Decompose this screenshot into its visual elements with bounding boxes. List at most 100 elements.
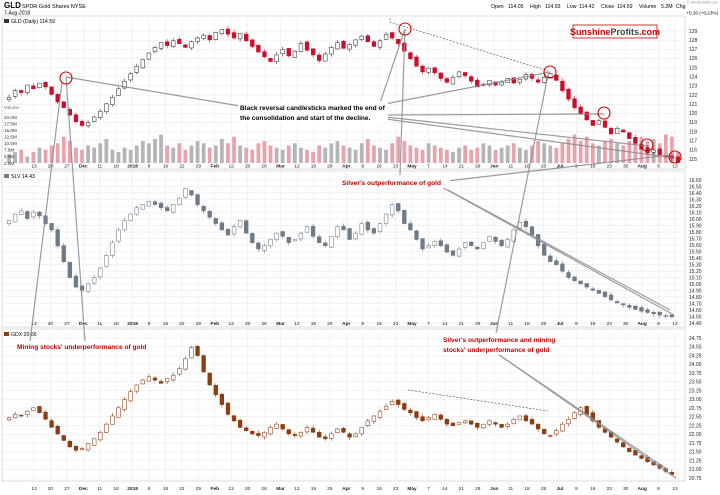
slv-candle [347,228,352,240]
low-label: Low [567,4,577,10]
volume-bar [13,152,18,163]
slv-candle [645,309,650,313]
gdx-y-tick-label: 24.75 [689,336,702,342]
volume-bar [329,143,334,163]
gld-candle [487,80,492,86]
slv-y-tick-label: 15.10 [689,275,702,281]
gdx-candle [201,355,206,373]
gdx-candle [462,420,468,424]
pointer-line-silver-mining-1 [494,74,549,339]
gdx-candle [298,432,304,437]
header-date: 7-Aug-2018 [4,11,30,17]
gld-candle [432,67,437,74]
slv-candle [244,220,249,234]
volume-bar [597,145,601,163]
slv-y-tick-label: 15.60 [689,243,702,249]
slv-candle [481,242,486,249]
volume-bar [359,143,364,163]
slv-y-tick-label: 15.50 [689,249,702,255]
x-tick-label: 21 [459,321,465,327]
slv-legend: SLV 14.43 [11,174,35,180]
slv-y-tick-label: 15.00 [689,282,702,288]
slv-y-tick-label: 15.70 [689,236,702,242]
gld-candle [286,48,291,57]
slv-candle [110,242,115,256]
gld-candle [12,90,18,97]
symbol-description: SPDR Gold Shares NYSE [22,4,86,10]
pointer-line-reversal-6 [385,118,676,159]
slv-candle [122,220,127,231]
gld-candle [140,59,145,69]
gld-candle [207,35,212,41]
slv-candle [359,223,364,235]
gdx-candles [6,345,675,476]
gdx-candle [85,443,91,451]
gdx-candle [396,399,401,405]
gld-candle [596,120,602,125]
gdx-candle [104,423,109,433]
volume-bar [159,134,163,163]
pointer-line-reversal-1 [65,76,241,107]
gld-candle [608,127,614,135]
gld-candle [542,77,547,83]
gdx-candle [122,399,127,410]
x-tick-label: 7 [427,164,430,170]
slv-candle [262,245,267,251]
slv-y-tick-label: 15.20 [689,269,702,275]
silver-mining-annotation-line2: stocks' underperformance of gold [443,347,549,354]
gdx-candle [207,372,212,386]
volume-bar [55,143,60,163]
slv-candle [189,190,194,196]
x-tick-label: 18 [114,321,120,327]
gld-candle [335,42,340,50]
x-tick-label: Jun [490,164,499,170]
slv-candle [280,231,285,237]
gdx-y-tick-label: 22.25 [689,423,702,429]
x-tick-label: 16 [376,164,382,170]
gdx-y-tick-label: 21.00 [689,467,702,473]
gld-candle [244,33,249,42]
gld-candle [511,77,516,84]
gdx-candle [219,393,225,405]
gdx-candle [12,414,18,419]
slv-candle [61,245,66,262]
x-axis-labels: 13 20 27 Dec 11 18 2018 8 16 22 29 Feb 12 20 26 Mar 12 19… [31,164,678,493]
gld-y-tick-label: 117 [689,139,697,145]
gdx-candle [535,423,541,430]
gdx-candle [79,448,85,451]
logo-part3: .com [639,27,660,37]
gld-candle [55,94,60,103]
volume-tick-label: 5.0M [4,154,14,159]
slv-y-tick-label: 16.20 [689,204,702,210]
gld-candle [280,49,285,55]
volume-bar [432,145,437,163]
volume-bar [548,145,553,163]
gld-candle [584,111,589,121]
reversal-circle-5 [640,138,654,152]
gdx-candle [414,411,419,418]
slv-candle [554,260,559,266]
slv-y-tick-label: 15.40 [689,256,702,262]
slv-candle [304,226,310,233]
gld-y-tick-label: 124 [689,75,698,81]
gld-candle [262,51,267,58]
x-tick-label: 26 [261,321,267,327]
gld-candle [456,71,462,77]
gdx-y-tick-label: 22.00 [689,432,702,438]
gdx-candle [523,415,529,422]
slv-candle [608,294,614,301]
watermark: © StockCharts.com [687,1,718,5]
volume-bar [31,152,36,163]
x-tick-label: 23 [607,486,613,492]
x-tick-label: 9 [575,486,578,492]
gdx-candle [195,345,200,356]
slv-candle [432,241,437,246]
volume-bar [609,138,613,163]
gld-candle [469,76,474,82]
gdx-candle [55,425,60,435]
slv-candle [438,240,443,247]
slv-candle [25,211,30,219]
x-tick-label: 25 [541,164,547,170]
slv-candle [602,291,608,297]
x-tick-label: 16 [163,486,169,492]
